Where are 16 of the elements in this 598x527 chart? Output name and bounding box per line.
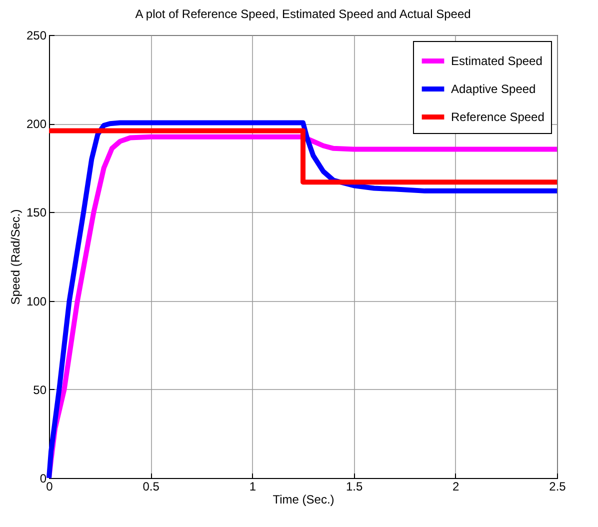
x-tick-label: 1 (249, 480, 256, 494)
legend-label: Adaptive Speed (451, 82, 536, 96)
x-tick-label: 0.5 (142, 480, 160, 494)
y-tick-label: 100 (26, 294, 47, 308)
x-tick-label: 2.5 (549, 480, 566, 494)
y-tick-label: 150 (26, 206, 47, 220)
y-tick-label: 200 (26, 117, 47, 132)
x-tick-label: 2 (452, 480, 460, 494)
y-axis-title: Speed (Rad/Sec.) (8, 209, 22, 305)
legend-label: Reference Speed (451, 110, 544, 124)
y-tick-label: 250 (26, 28, 47, 42)
x-tick-label: 1.5 (346, 480, 363, 494)
y-tick-label: 50 (33, 382, 47, 397)
legend-label: Estimated Speed (451, 54, 542, 68)
x-axis-title: Time (Sec.) (272, 492, 334, 506)
chart-title: A plot of Reference Speed, Estimated Speed and Actual Speed (135, 7, 471, 21)
